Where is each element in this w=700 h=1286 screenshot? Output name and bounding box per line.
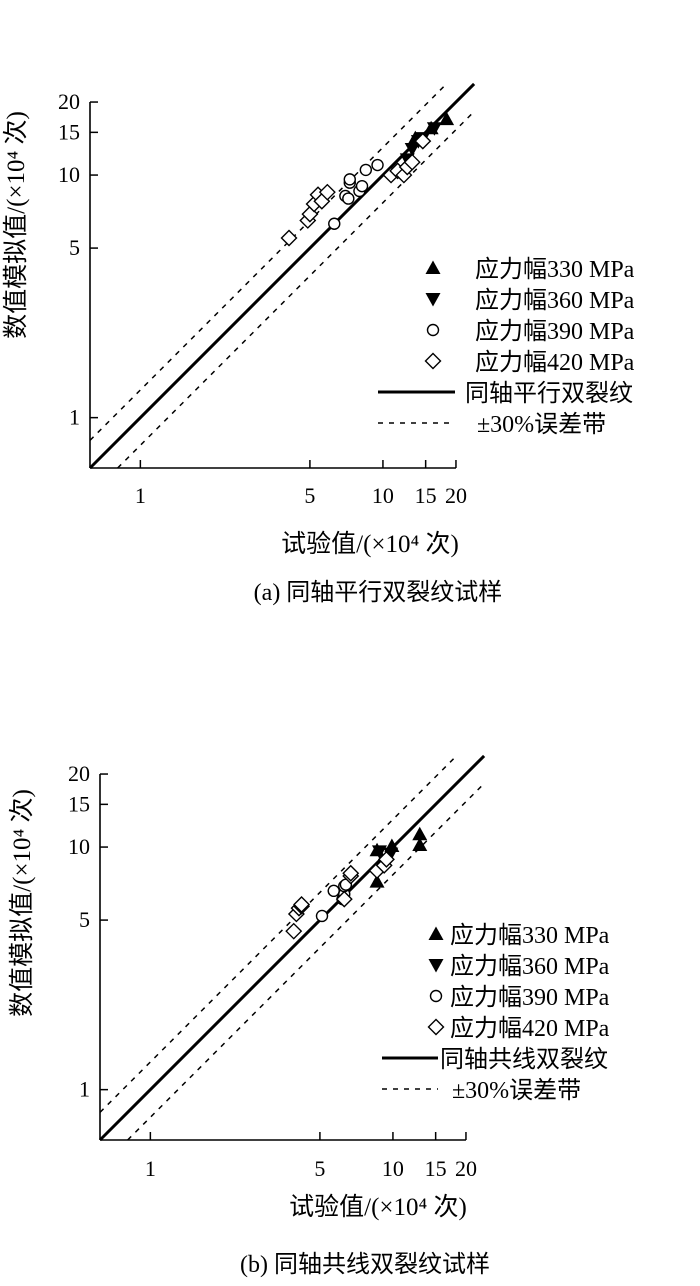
- legend-label: 应力幅390 MPa: [450, 984, 610, 1011]
- legend-label: 应力幅420 MPa: [450, 1015, 610, 1042]
- legend-marker-triangle-up: [428, 926, 444, 940]
- x-tick-label: 15: [415, 483, 437, 508]
- data-point-diamond: [293, 895, 311, 913]
- legend-label: 应力幅330 MPa: [475, 256, 635, 283]
- legend-marker-diamond: [427, 1018, 445, 1036]
- data-point-circle: [328, 217, 341, 230]
- data-point-triangle-up: [412, 826, 428, 841]
- data-point-diamond: [342, 864, 360, 882]
- y-tick-label: 5: [79, 907, 90, 932]
- data-point-triangle-down: [371, 845, 387, 859]
- series-triangle-down: [371, 845, 399, 862]
- x-axis-label: 试验值/(×10⁴ 次): [289, 1193, 467, 1221]
- x-tick-label: 1: [135, 483, 146, 508]
- data-point-circle: [343, 173, 356, 186]
- data-point-triangle-down: [383, 847, 399, 862]
- legend: 应力幅330 MPa 应力幅360 MPa 应力幅390 MPa 应力幅420 MPa…: [378, 256, 635, 438]
- legend-label: 应力幅390 MPa: [475, 318, 635, 345]
- series-diamond: [280, 132, 432, 247]
- data-point-diamond: [285, 922, 303, 940]
- data-point-triangle-up: [412, 837, 428, 851]
- legend-label: 同轴平行双裂纹: [465, 380, 633, 407]
- data-point-circle: [327, 884, 340, 898]
- y-tick-label: 5: [69, 235, 80, 260]
- y-tick-label: 10: [68, 834, 90, 859]
- data-point-triangle-up: [369, 874, 385, 888]
- y-axis-label: 数值模拟值/(×10⁴ 次): [8, 789, 36, 1017]
- y-tick-label: 20: [68, 761, 90, 786]
- figure-caption: (a) 同轴平行双裂纹试样: [254, 579, 503, 606]
- data-point-circle: [371, 158, 384, 172]
- legend-label: 应力幅360 MPa: [450, 953, 610, 980]
- x-tick-label: 20: [445, 483, 467, 508]
- y-axis-label: 数值模拟值/(×10⁴ 次): [2, 111, 30, 339]
- data-point-circle: [355, 179, 369, 193]
- data-point-diamond: [280, 229, 298, 247]
- legend-marker-diamond: [424, 352, 442, 370]
- data-point-diamond: [318, 183, 336, 201]
- y-tick-label: 15: [58, 119, 80, 144]
- data-point-diamond: [403, 153, 421, 171]
- x-tick-label: 15: [425, 1156, 447, 1181]
- x-tick-label: 10: [372, 483, 394, 508]
- x-axis-label: 试验值/(×10⁴ 次): [281, 530, 459, 558]
- error-band-upper: [99, 755, 457, 1113]
- legend-label: ±30%误差带: [452, 1077, 581, 1104]
- error-band-lower: [127, 783, 485, 1141]
- legend: 应力幅330 MPa 应力幅360 MPa 应力幅390 MPa 应力幅420 MPa…: [382, 922, 610, 1104]
- figure-caption: (b) 同轴共线双裂纹试样: [240, 1251, 490, 1278]
- legend-marker-triangle-down: [425, 293, 441, 307]
- reference-line-solid: [98, 754, 486, 1142]
- data-point-circle: [315, 909, 329, 923]
- x-tick-label: 5: [314, 1156, 325, 1181]
- y-tick-label: 1: [79, 1077, 90, 1102]
- x-tick-label: 20: [455, 1156, 477, 1181]
- error-band-lower: [117, 111, 475, 469]
- legend-label: 应力幅330 MPa: [450, 922, 610, 949]
- legend-label: 同轴共线双裂纹: [440, 1046, 608, 1073]
- legend-label: 应力幅360 MPa: [475, 287, 635, 314]
- legend-marker-triangle-down: [428, 959, 444, 973]
- x-tick-label: 5: [304, 483, 315, 508]
- x-tick-label: 1: [145, 1156, 156, 1181]
- data-point-diamond: [414, 132, 432, 150]
- y-tick-label: 1: [69, 405, 80, 430]
- data-point-circle: [359, 163, 373, 177]
- y-tick-label: 20: [58, 89, 80, 114]
- data-point-triangle-down: [426, 122, 442, 136]
- y-tick-label: 15: [68, 791, 90, 816]
- data-point-diamond: [377, 850, 395, 868]
- x-tick-label: 10: [382, 1156, 404, 1181]
- series-diamond: [285, 850, 395, 940]
- legend-label: 应力幅420 MPa: [475, 349, 635, 376]
- y-tick-label: 10: [58, 162, 80, 187]
- data-point-triangle-up: [439, 111, 455, 126]
- data-point-circle: [342, 192, 355, 205]
- legend-marker-triangle-up: [425, 260, 441, 274]
- legend-label: ±30%误差带: [477, 411, 606, 438]
- legend-marker-circle: [426, 323, 440, 337]
- error-band-upper: [89, 83, 447, 441]
- data-point-diamond: [335, 890, 353, 908]
- series-triangle-up: [369, 826, 428, 888]
- data-point-triangle-down: [404, 143, 420, 157]
- series-circle: [328, 158, 384, 230]
- legend-marker-circle: [429, 989, 443, 1003]
